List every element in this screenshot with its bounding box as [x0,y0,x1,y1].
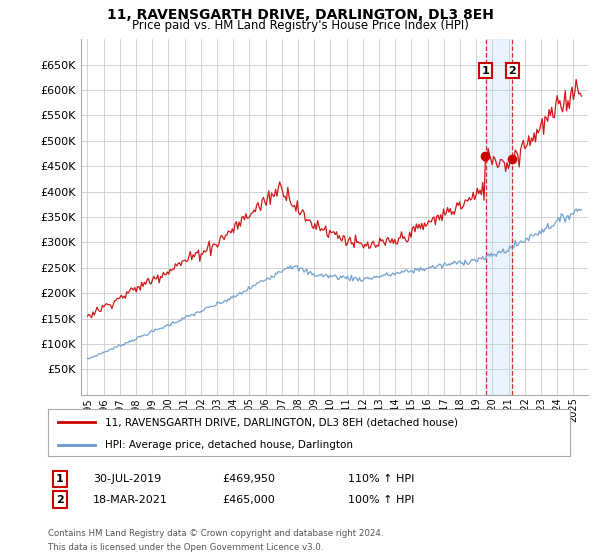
Text: 2: 2 [56,494,64,505]
Text: 11, RAVENSGARTH DRIVE, DARLINGTON, DL3 8EH: 11, RAVENSGARTH DRIVE, DARLINGTON, DL3 8… [107,8,493,22]
Text: 100% ↑ HPI: 100% ↑ HPI [348,494,415,505]
Text: £469,950: £469,950 [222,474,275,484]
Text: Contains HM Land Registry data © Crown copyright and database right 2024.: Contains HM Land Registry data © Crown c… [48,529,383,538]
Text: 18-MAR-2021: 18-MAR-2021 [93,494,168,505]
Text: 1: 1 [56,474,64,484]
Text: This data is licensed under the Open Government Licence v3.0.: This data is licensed under the Open Gov… [48,543,323,552]
Text: 11, RAVENSGARTH DRIVE, DARLINGTON, DL3 8EH (detached house): 11, RAVENSGARTH DRIVE, DARLINGTON, DL3 8… [106,417,458,427]
Text: 110% ↑ HPI: 110% ↑ HPI [348,474,415,484]
Text: 2: 2 [508,66,516,76]
Text: £465,000: £465,000 [222,494,275,505]
Text: 30-JUL-2019: 30-JUL-2019 [93,474,161,484]
Bar [485,39,512,395]
Text: HPI: Average price, detached house, Darlington: HPI: Average price, detached house, Darl… [106,440,353,450]
Text: Price paid vs. HM Land Registry's House Price Index (HPI): Price paid vs. HM Land Registry's House … [131,19,469,32]
Text: 1: 1 [482,66,490,76]
